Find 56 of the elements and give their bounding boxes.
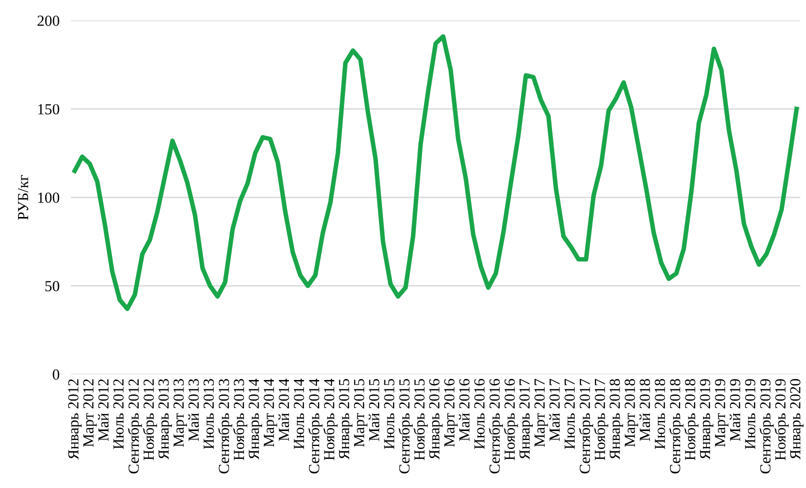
x-tick-label: Январь 2012 <box>68 379 82 460</box>
x-tick-label: Май 2013 <box>188 379 199 441</box>
y-tick-label: 200 <box>38 16 60 26</box>
y-tick-label: 150 <box>38 104 60 114</box>
x-tick-label: Май 2017 <box>549 378 560 441</box>
x-tick-label: Январь 2016 <box>429 378 443 460</box>
x-tick-label: Июль 2014 <box>294 378 304 450</box>
y-tick-label: 0 <box>52 369 60 380</box>
x-tick-label: Сентябрь 2016 <box>488 378 503 474</box>
y-axis-title: РУБ/кг <box>18 174 28 220</box>
x-tick-label: Ноябрь 2015 <box>414 379 428 460</box>
x-tick-label: Июль 2019 <box>744 379 756 450</box>
x-tick-label: Июль 2013 <box>204 379 214 450</box>
x-tick-label: Март 2018 <box>624 379 638 447</box>
x-tick-label: Ноябрь 2017 <box>594 378 608 460</box>
x-tick-label: Май 2016 <box>458 378 470 441</box>
x-tick-label: Ноябрь 2019 <box>774 379 789 460</box>
x-tick-label: Январь 2014 <box>248 378 262 460</box>
x-tick-label: Март 2017 <box>534 378 548 447</box>
x-tick-label: Январь 2019 <box>700 379 714 460</box>
x-tick-label: Сентябрь 2013 <box>218 379 232 474</box>
y-tick-label: 50 <box>45 280 60 292</box>
x-tick-label: Январь 2018 <box>610 379 624 460</box>
x-tick-label: Ноябрь 2012 <box>142 379 157 460</box>
x-tick-label: Сентябрь 2014 <box>308 378 322 474</box>
x-tick-label: Сентябрь 2015 <box>398 379 413 474</box>
x-tick-label: Июль 2016 <box>474 378 485 450</box>
x-tick-label: Январь 2015 <box>338 379 352 460</box>
x-tick-label: Май 2015 <box>368 379 380 441</box>
x-tick-label: Июль 2018 <box>654 379 666 450</box>
x-tick-label: Ноябрь 2018 <box>684 379 698 460</box>
x-tick-label: Март 2012 <box>83 379 97 447</box>
x-tick-label: Март 2015 <box>354 379 368 447</box>
x-tick-label: Май 2018 <box>639 379 650 441</box>
x-tick-label: Июль 2017 <box>564 378 575 450</box>
x-tick-label: Январь 2017 <box>519 378 533 460</box>
x-tick-label: Январь 2013 <box>158 379 172 460</box>
x-tick-label: Сентябрь 2019 <box>759 379 774 474</box>
x-tick-label: Март 2014 <box>264 378 278 447</box>
y-tick-label: 100 <box>38 192 60 203</box>
x-tick-label: Май 2012 <box>98 379 109 441</box>
x-tick-label: Июль 2015 <box>384 379 394 450</box>
x-tick-label: Май 2019 <box>730 379 740 441</box>
line-series <box>72 34 799 312</box>
x-tick-label: Ноябрь 2014 <box>323 378 338 460</box>
x-tick-label: Январь 2020 <box>790 379 804 460</box>
x-tick-label: Сентябрь 2012 <box>128 379 142 474</box>
x-tick-label: Ноябрь 2016 <box>504 378 518 460</box>
x-tick-label: Март 2013 <box>173 379 187 447</box>
x-tick-label: Сентябрь 2018 <box>669 379 684 474</box>
x-tick-label: Март 2016 <box>444 378 458 447</box>
x-tick-label: Май 2014 <box>278 378 290 441</box>
x-tick-label: Март 2019 <box>714 379 728 447</box>
x-tick-label: Июль 2012 <box>113 379 124 450</box>
x-tick-label: Ноябрь 2013 <box>233 379 248 460</box>
x-tick-label: Сентябрь 2017 <box>578 378 594 474</box>
